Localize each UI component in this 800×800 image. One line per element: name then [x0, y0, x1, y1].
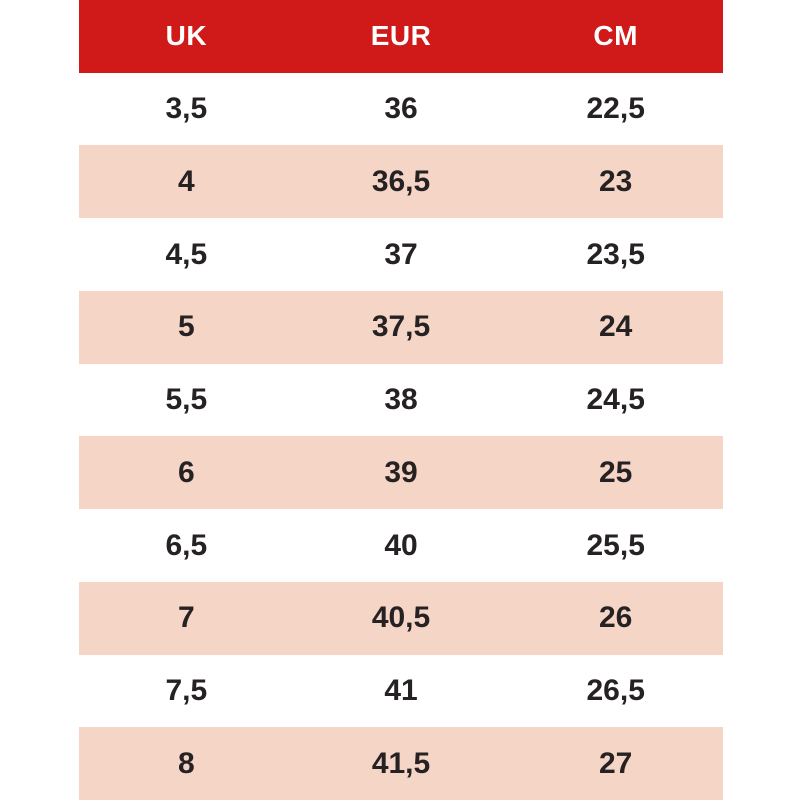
table-row: 7,5 41 26,5	[79, 654, 723, 728]
cell-uk: 5	[177, 310, 195, 344]
cell-cm: 26,5	[586, 673, 645, 707]
cell-uk: 4	[177, 164, 195, 198]
cell-uk: 7,5	[165, 673, 208, 707]
cell-eur: 41	[384, 673, 418, 707]
cell-eur: 37	[384, 237, 418, 271]
cell-uk: 3,5	[165, 92, 208, 126]
cell-cm: 25	[598, 455, 633, 489]
table-row: 8 41,5 27	[79, 727, 723, 800]
cell-eur: 37,5	[371, 310, 431, 344]
cell-eur: 36,5	[371, 164, 431, 198]
cell-eur: 38	[384, 383, 418, 417]
table-row: 7 40,5 26	[79, 581, 723, 655]
cell-uk: 5,5	[165, 383, 208, 417]
cell-cm: 27	[598, 746, 633, 780]
table-row: 5 37,5 24	[79, 290, 723, 364]
cell-eur: 39	[384, 455, 418, 489]
cell-cm: 26	[598, 601, 633, 635]
cell-cm: 23	[598, 164, 633, 198]
cell-cm: 24	[598, 310, 633, 344]
table-row: 6 39 25	[79, 436, 723, 510]
column-header-cm: CM	[593, 20, 638, 52]
cell-cm: 25,5	[586, 528, 645, 562]
shoe-size-conversion-table: UK EUR CM 3,5 36 22,5 4 36,5 23 4,5 37 2…	[79, 0, 723, 800]
table-row: 6,5 40 25,5	[79, 509, 723, 582]
cell-cm: 24,5	[586, 383, 645, 417]
column-header-eur: EUR	[370, 20, 432, 52]
cell-eur: 41,5	[371, 746, 431, 780]
cell-eur: 40	[384, 528, 418, 562]
table-row: 4 36,5 23	[79, 145, 723, 219]
cell-uk: 4,5	[165, 237, 208, 271]
column-header-uk: UK	[165, 20, 208, 52]
cell-uk: 7	[177, 601, 195, 635]
cell-uk: 6,5	[165, 528, 208, 562]
table-row: 5,5 38 24,5	[79, 363, 723, 437]
cell-cm: 23,5	[586, 237, 645, 271]
cell-eur: 36	[384, 92, 418, 126]
table-row: 4,5 37 23,5	[79, 218, 723, 291]
table-header-row: UK EUR CM	[79, 0, 723, 73]
cell-uk: 8	[177, 746, 195, 780]
cell-cm: 22,5	[586, 92, 645, 126]
cell-eur: 40,5	[371, 601, 431, 635]
cell-uk: 6	[177, 455, 195, 489]
table-row: 3,5 36 22,5	[79, 72, 723, 146]
